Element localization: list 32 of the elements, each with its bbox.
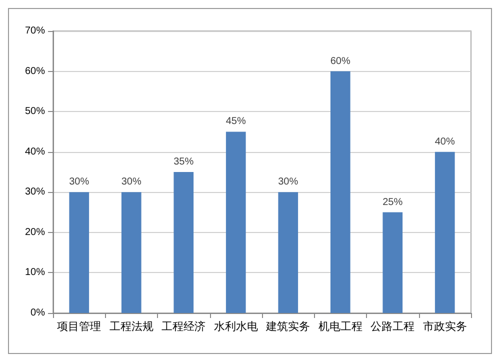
x-tick-label: 公路工程	[370, 320, 415, 333]
y-tick-label: 50%	[24, 106, 46, 118]
y-tick-label: 20%	[24, 226, 46, 238]
bar	[121, 192, 142, 313]
x-tick-label: 市政实务	[422, 320, 467, 333]
x-tick-label: 建筑实务	[265, 320, 310, 333]
y-tick-label: 30%	[24, 186, 46, 198]
bar	[69, 192, 90, 313]
data-label: 35%	[174, 156, 194, 168]
y-tick-label: 70%	[24, 26, 46, 36]
y-tick-label: 10%	[24, 267, 46, 278]
y-tick-label: 0%	[30, 308, 46, 318]
x-tick-label: 工程经济	[162, 320, 206, 333]
x-tick-label: 水利水电	[214, 320, 258, 333]
data-label: 30%	[69, 176, 90, 188]
data-label: 25%	[382, 196, 403, 208]
x-tick-label: 机电工程	[318, 320, 362, 333]
bar	[174, 172, 194, 313]
data-label: 40%	[434, 136, 455, 148]
data-label: 30%	[278, 176, 298, 188]
y-tick-label: 40%	[24, 146, 46, 158]
bar	[434, 152, 455, 313]
data-label: 45%	[226, 116, 246, 128]
data-label: 30%	[121, 176, 142, 188]
y-tick-label: 60%	[24, 66, 46, 77]
bar	[278, 192, 298, 313]
bar	[226, 132, 246, 313]
x-tick-label: 项目管理	[57, 320, 102, 333]
bar	[330, 71, 350, 313]
data-label: 60%	[330, 56, 350, 67]
x-tick-label: 工程法规	[109, 320, 154, 333]
bar	[382, 212, 403, 313]
